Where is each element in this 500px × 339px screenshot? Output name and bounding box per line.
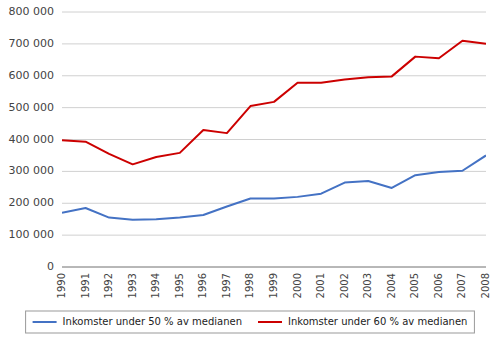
y-tick-label: 800 000 [9, 5, 55, 18]
grid-line [62, 171, 486, 172]
y-tick-label: 500 000 [9, 101, 55, 114]
y-tick-label: 300 000 [9, 164, 55, 177]
x-tick-label: 1997 [221, 273, 232, 298]
y-tick-label: 700 000 [9, 37, 55, 50]
legend-item: Inkomster under 50 % av medianen [33, 316, 242, 327]
y-tick-label: 600 000 [9, 69, 55, 82]
grid-line [62, 43, 486, 44]
x-tick-label: 1999 [268, 273, 279, 298]
y-tick-labels: 0 100 000 200 000 300 000 400 000 500 000 600 … [9, 5, 55, 273]
x-tick-label: 1994 [150, 273, 161, 298]
x-tick-label: 2006 [433, 273, 444, 298]
series-line [62, 155, 486, 219]
x-tick-label: 2001 [315, 273, 326, 298]
legend-label: Inkomster under 50 % av medianen [63, 316, 242, 327]
x-tick-label: 1996 [197, 273, 208, 298]
y-grid [62, 12, 486, 267]
x-tick-labels: 1990 1991 1992 1993 1994 1995 1996 1997 1998 1999… [56, 273, 491, 298]
lines [62, 41, 486, 220]
x-tick-label: 1993 [127, 273, 138, 298]
grid-line [62, 12, 486, 13]
x-tick-label: 1991 [80, 273, 91, 298]
legend: Inkomster under 50 % av medianen Inkomste… [26, 311, 475, 333]
y-tick-label: 400 000 [9, 133, 55, 146]
legend-swatch [258, 321, 282, 323]
y-tick-label: 0 [47, 260, 54, 273]
x-tick-label: 2000 [292, 273, 303, 298]
x-tick-label: 2007 [456, 273, 467, 298]
grid-line [62, 139, 486, 140]
x-tick-label: 2005 [409, 273, 420, 298]
grid-line [62, 107, 486, 108]
grid-line [62, 75, 486, 76]
grid-line [62, 235, 486, 236]
x-tick-label: 1995 [174, 273, 185, 298]
x-tick-label: 2003 [362, 273, 373, 298]
x-tick-label: 1998 [244, 273, 255, 298]
y-tick-label: 200 000 [9, 196, 55, 209]
x-tick-label: 2004 [386, 273, 397, 298]
x-axis-line [62, 267, 486, 268]
legend-label: Inkomster under 60 % av medianen [288, 316, 467, 327]
series-line [62, 41, 486, 165]
chart: 0 100 000 200 000 300 000 400 000 500 000 600 … [0, 0, 500, 339]
legend-item: Inkomster under 60 % av medianen [258, 316, 467, 327]
x-tick-label: 1990 [56, 273, 67, 298]
legend-box [26, 311, 475, 333]
legend-swatch [33, 321, 57, 323]
grid-line [62, 267, 486, 268]
x-tick-label: 2008 [480, 273, 491, 298]
x-tick-label: 1992 [103, 273, 114, 298]
grid-line [62, 203, 486, 204]
y-tick-label: 100 000 [9, 228, 55, 241]
x-tick-label: 2002 [339, 273, 350, 298]
